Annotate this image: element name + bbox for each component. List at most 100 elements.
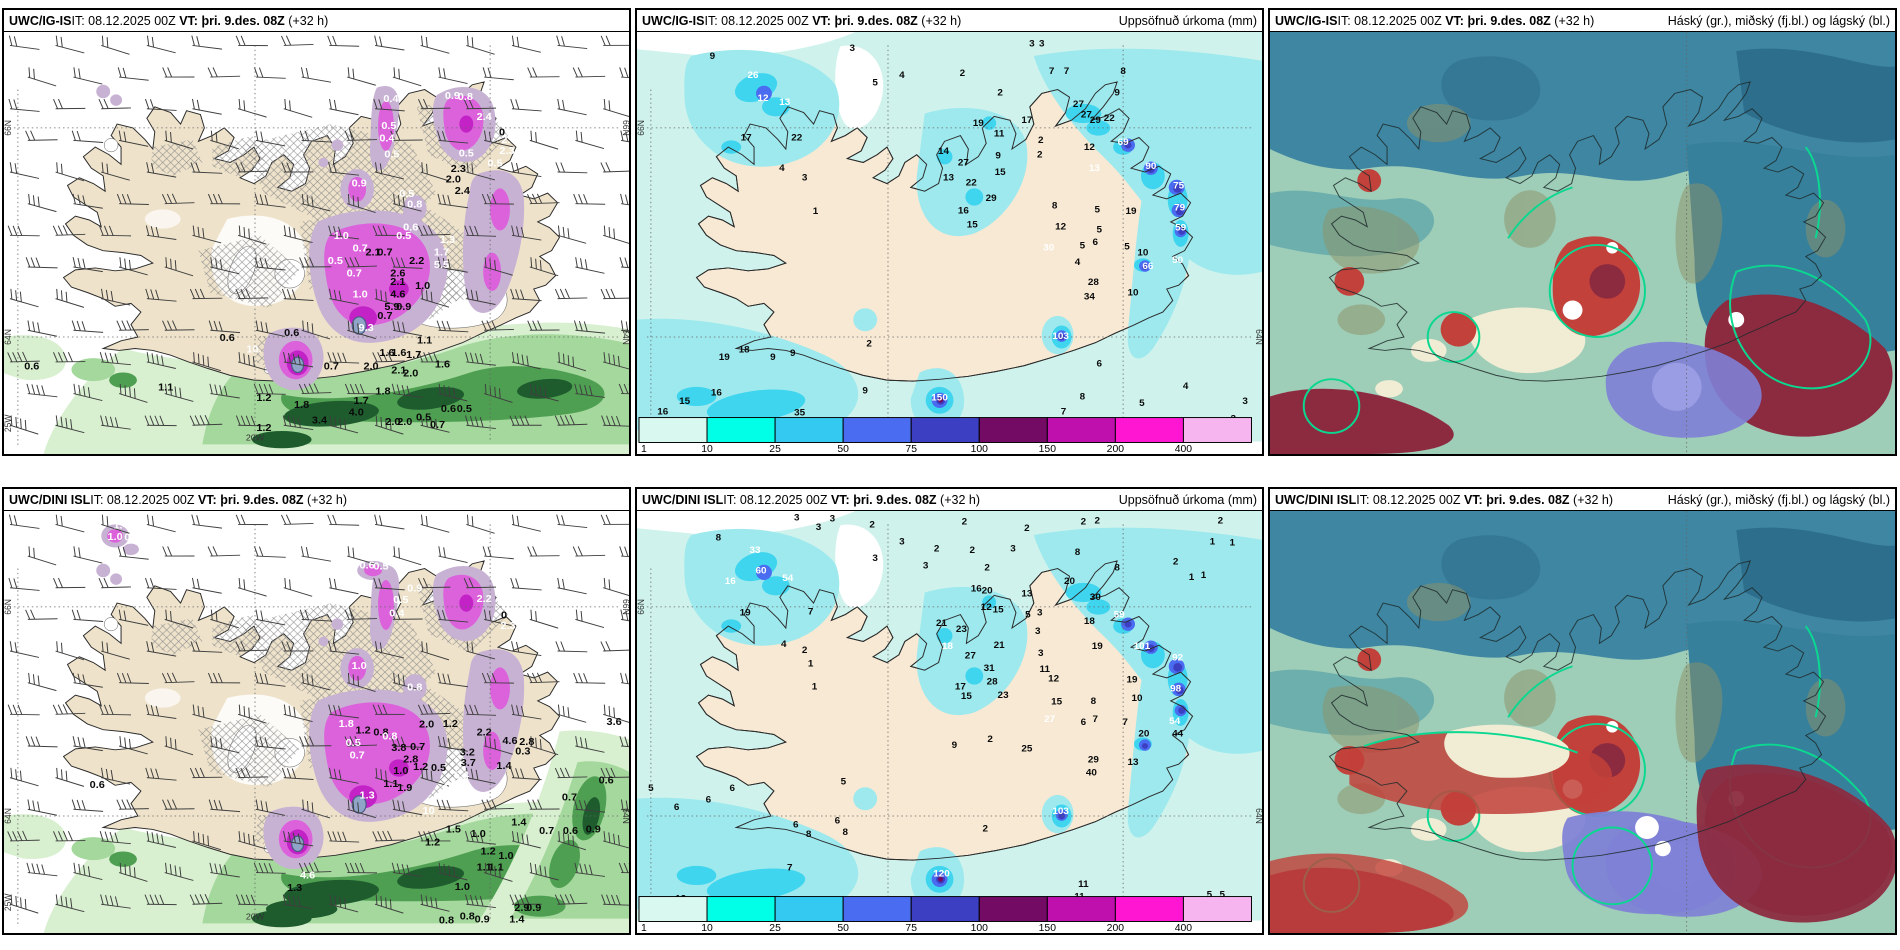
wind-barb xyxy=(392,67,422,87)
wind-barb xyxy=(572,546,606,557)
wind-barb xyxy=(283,704,313,722)
map-value-label: 4 xyxy=(781,639,787,650)
wind-barb xyxy=(328,641,360,655)
wind-barb xyxy=(254,193,286,208)
map-value-label: 0.5 xyxy=(381,120,396,132)
wind-barb xyxy=(144,415,177,427)
map-value-label: 5 xyxy=(1139,398,1145,409)
wind-barb xyxy=(484,862,513,882)
map-value-label: 0.9 xyxy=(526,902,541,914)
wind-barb xyxy=(162,320,195,331)
map-value-label: 0.7 xyxy=(377,247,392,259)
map-value-label: 3 xyxy=(1035,626,1041,637)
wind-barb xyxy=(574,383,605,398)
wind-barb xyxy=(71,799,104,812)
wind-barb xyxy=(9,162,40,179)
model-name: UWC/IG-IS xyxy=(1275,13,1338,28)
map-value-label: 2 xyxy=(1024,523,1030,534)
wind-barb xyxy=(253,67,286,79)
map-value-label: 0.6 xyxy=(563,825,578,837)
graticule-label: 64N xyxy=(4,808,13,824)
wind-barb xyxy=(372,225,405,236)
wind-barb xyxy=(144,894,177,906)
init-time: IT: 08.12.2025 00Z xyxy=(1337,13,1446,28)
map-value-label: 1.2 xyxy=(356,725,371,737)
map-value-label: 79 xyxy=(1174,203,1186,214)
legend-tick-label: 1 xyxy=(641,923,647,933)
map-value-label: 1.7 xyxy=(354,395,369,407)
wind-barb xyxy=(373,98,405,112)
wind-barb xyxy=(209,383,240,399)
legend-tick-label: 50 xyxy=(837,923,849,933)
map-value-label: 0.9 xyxy=(445,90,460,102)
wind-barb xyxy=(390,130,423,141)
map-value-label: 3 xyxy=(1037,608,1043,619)
wind-barb xyxy=(417,225,451,236)
map-value-label: 7 xyxy=(1049,66,1055,77)
map-value-label: 12 xyxy=(757,93,769,104)
map-value-label: 3 xyxy=(816,522,822,533)
map-value-label: 1 xyxy=(1229,538,1235,549)
wind-barb xyxy=(283,577,313,597)
map-value-label: 40 xyxy=(1086,768,1098,779)
map-value-label: 1.6 xyxy=(379,347,394,359)
map-value-label: 0.7 xyxy=(350,750,365,762)
wind-barb xyxy=(438,862,468,881)
map-value-label: 29 xyxy=(986,193,998,204)
map-value-label: 30 xyxy=(1090,592,1102,603)
map-value-label: 1.5 xyxy=(443,782,458,794)
map-value-label: 69 xyxy=(1118,137,1130,148)
wind-barb xyxy=(529,736,559,756)
wind-barb xyxy=(465,767,496,784)
wind-barb xyxy=(620,799,629,817)
map-value-label: 3 xyxy=(1039,39,1045,50)
wind-barb xyxy=(510,288,542,302)
wind-barb xyxy=(162,67,195,78)
map-value-label: 19 xyxy=(740,608,752,619)
map-value-label: 15 xyxy=(995,167,1007,178)
wind-barb xyxy=(25,736,58,748)
legend-tick-label: 400 xyxy=(1175,923,1193,933)
graticule-label: 66N xyxy=(621,599,629,615)
panel-dini-precip: UWC/DINI ISL IT: 08.12.2025 00Z VT: þri. … xyxy=(635,487,1264,935)
wind-barb xyxy=(71,320,104,333)
wind-barb xyxy=(301,320,331,340)
map-value-label: 3.7 xyxy=(461,757,476,769)
map-value-label: 5 xyxy=(841,776,847,787)
wind-barb xyxy=(420,894,450,912)
wind-barb xyxy=(190,641,223,653)
wind-barb xyxy=(374,767,404,787)
wind-barb xyxy=(436,799,469,812)
map-value-label: 0.5 xyxy=(346,737,361,749)
wind-barb xyxy=(73,383,103,402)
wind-barb xyxy=(484,257,513,276)
wind-barb xyxy=(620,193,629,209)
wind-barb xyxy=(281,162,314,173)
map-value-label: 2.8 xyxy=(403,753,418,765)
map-value-label: 15 xyxy=(961,691,973,702)
wind-barb xyxy=(73,546,103,564)
map-value-label: 33 xyxy=(750,545,762,556)
wind-barb xyxy=(98,577,131,589)
wind-barb xyxy=(600,514,629,525)
wind-barb xyxy=(555,162,588,174)
map-value-label: 2.1 xyxy=(390,276,405,288)
wind-barb xyxy=(164,130,194,150)
wind-barb xyxy=(164,609,194,629)
map-value-label: 0.5 xyxy=(373,561,388,573)
wind-barb xyxy=(55,288,85,308)
wind-barb xyxy=(328,704,359,719)
map-value-label: 28 xyxy=(1088,277,1100,288)
panel-dini-clouds: UWC/DINI ISL IT: 08.12.2025 00Z VT: þri. … xyxy=(1268,487,1897,935)
map-value-label: 9 xyxy=(862,386,868,397)
map-value-label: 1.4 xyxy=(509,914,524,926)
map-value-label: 2.4 xyxy=(477,111,492,123)
wind-barb xyxy=(235,35,268,47)
wind-barb xyxy=(327,831,360,843)
wind-barb xyxy=(235,767,268,779)
wind-barb xyxy=(390,257,423,269)
legend-tick-label: 200 xyxy=(1107,444,1125,454)
map-value-label: 0.5 xyxy=(416,412,431,424)
map-value-label: 1.2 xyxy=(413,761,428,773)
map-value-label: 1 xyxy=(1201,570,1207,581)
